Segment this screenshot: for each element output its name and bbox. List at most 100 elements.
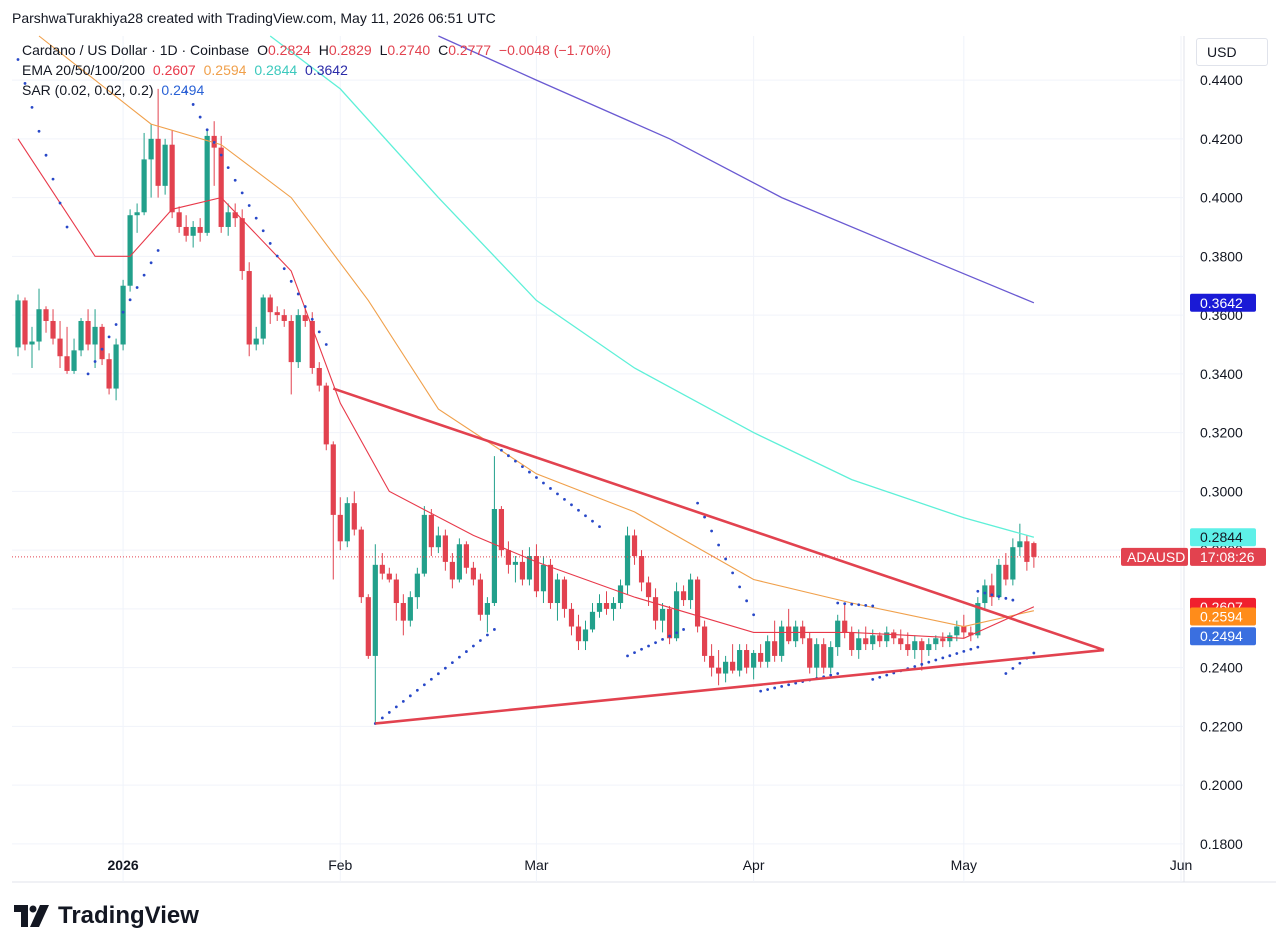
candle-body	[85, 320, 91, 345]
candle-body	[141, 159, 147, 213]
tradingview-logo[interactable]: TradingView	[14, 902, 199, 930]
sar-dot	[948, 654, 952, 658]
ema100-tag-bg	[1190, 528, 1256, 547]
candle-body	[1003, 564, 1009, 580]
candle-body	[246, 271, 252, 345]
candle-body	[449, 561, 455, 580]
candle-body	[708, 655, 715, 668]
ema-legend[interactable]: EMA 20/50/100/200 0.2607 0.2594 0.2844 0…	[22, 62, 352, 78]
sar-dot	[93, 360, 97, 363]
sar-dot	[128, 298, 132, 302]
candle-body	[456, 544, 462, 580]
sar-dot	[731, 571, 735, 575]
sar-dot	[913, 665, 917, 668]
sar-dot	[528, 470, 531, 474]
symbol-legend[interactable]: Cardano / US Dollar · 1D · Coinbase O0.2…	[22, 42, 615, 58]
sar-dot	[717, 543, 721, 547]
chart-attribution: ParshwaTurakhiya28 created with TradingV…	[12, 10, 496, 26]
candle-body	[323, 385, 329, 445]
y-tick-label: 0.3800	[1200, 248, 1243, 264]
currency-selector[interactable]: USD	[1196, 38, 1268, 66]
candle-body	[57, 338, 63, 357]
ema200-tag: 0.3642	[1200, 295, 1243, 311]
candle-body	[779, 626, 785, 656]
ema200-line	[438, 35, 1035, 304]
sar-dot	[570, 503, 573, 507]
sar-legend[interactable]: SAR (0.02, 0.02, 0.2) 0.2494	[22, 82, 208, 98]
candle-body	[197, 226, 203, 233]
chart-grid	[12, 36, 1276, 883]
sar-dot	[626, 654, 629, 658]
sar-dot	[436, 672, 440, 676]
sar-dot	[450, 661, 454, 665]
sar-value: 0.2494	[161, 82, 205, 98]
sar-dot	[37, 129, 41, 133]
sar-dot	[836, 601, 840, 605]
sar-dot	[296, 292, 300, 296]
candle-body	[828, 647, 834, 668]
sar-dot	[773, 686, 777, 690]
indicator-lines	[12, 35, 1184, 639]
sar-dot	[752, 613, 756, 617]
candle-body	[176, 212, 182, 227]
candle-body	[687, 579, 694, 601]
sar-dot	[289, 279, 293, 283]
sar-dot	[471, 644, 475, 648]
candle-body	[666, 608, 673, 639]
candle-body	[870, 635, 876, 645]
ema20-value: 0.2607	[152, 62, 196, 78]
change-value: −0.0048 (−1.70%)	[498, 42, 612, 58]
candle-body	[694, 579, 701, 627]
y-tick-label: 0.4000	[1200, 190, 1243, 206]
sar-dot	[661, 637, 664, 641]
sar-dot	[408, 694, 412, 698]
sar-dot	[927, 660, 931, 664]
symbol-name: Cardano / US Dollar · 1D · Coinbase	[22, 42, 250, 58]
candle-body	[43, 309, 49, 321]
sar-dot	[857, 603, 861, 607]
sar-dot	[486, 633, 489, 637]
candle-body	[78, 320, 84, 351]
candle-body	[400, 603, 406, 621]
sar-label: SAR (0.02, 0.02, 0.2)	[22, 82, 154, 98]
candle-body	[603, 603, 610, 609]
candle-body	[793, 626, 799, 642]
candle-body	[989, 585, 995, 598]
candle-body	[610, 603, 617, 609]
candle-body	[701, 626, 708, 656]
sar-dot	[1018, 661, 1022, 665]
candle-body	[765, 641, 771, 662]
sar-dot	[1011, 666, 1015, 670]
x-tick-label: May	[951, 857, 977, 873]
sar-dot	[58, 201, 62, 205]
sar-dot	[247, 204, 251, 207]
candle-body	[442, 535, 448, 562]
symbol-tag-bg	[1121, 547, 1188, 566]
candle-body	[744, 650, 750, 668]
candle-body	[933, 638, 939, 645]
candle-body	[330, 444, 336, 515]
sar-dot	[1004, 672, 1008, 675]
sar-dot	[703, 515, 706, 519]
close-value: 0.2777	[448, 42, 492, 58]
sar-dot	[563, 497, 566, 501]
candle-body	[631, 535, 638, 557]
candle-body	[568, 608, 575, 627]
sar-dot	[478, 639, 482, 642]
ema200-value: 0.3642	[305, 62, 348, 78]
candle-body	[975, 603, 981, 636]
sar-dot	[1011, 598, 1015, 602]
sar-dot	[864, 603, 868, 607]
candle-body	[344, 503, 350, 542]
x-tick-label: Mar	[524, 857, 548, 873]
candle-body	[659, 608, 666, 621]
candle-body	[512, 561, 519, 565]
sar-dot	[976, 645, 980, 649]
sar-dot	[962, 649, 966, 653]
candle-body	[190, 226, 196, 236]
sar-dot	[549, 487, 552, 490]
sar-dot	[738, 585, 742, 589]
sar-dot	[212, 140, 216, 144]
candle-body	[814, 644, 820, 668]
